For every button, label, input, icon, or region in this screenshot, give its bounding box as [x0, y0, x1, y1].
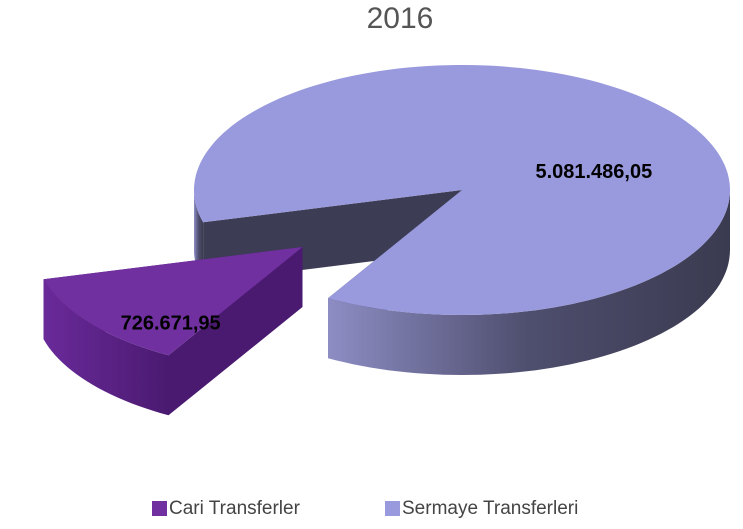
- chart-title: 2016: [367, 2, 434, 35]
- slice-wall: [194, 190, 204, 283]
- slice-wall: [328, 190, 730, 375]
- legend-label: Sermaye Transferleri: [402, 498, 578, 519]
- legend-label: Cari Transferler: [169, 498, 301, 519]
- data-label: 726.671,95: [121, 312, 221, 334]
- legend-swatch: [152, 501, 167, 516]
- legend-swatch: [385, 501, 400, 516]
- data-label: 5.081.486,05: [535, 161, 652, 183]
- slice: [43, 247, 303, 356]
- slice: [194, 65, 730, 315]
- slice-wall: [43, 279, 169, 416]
